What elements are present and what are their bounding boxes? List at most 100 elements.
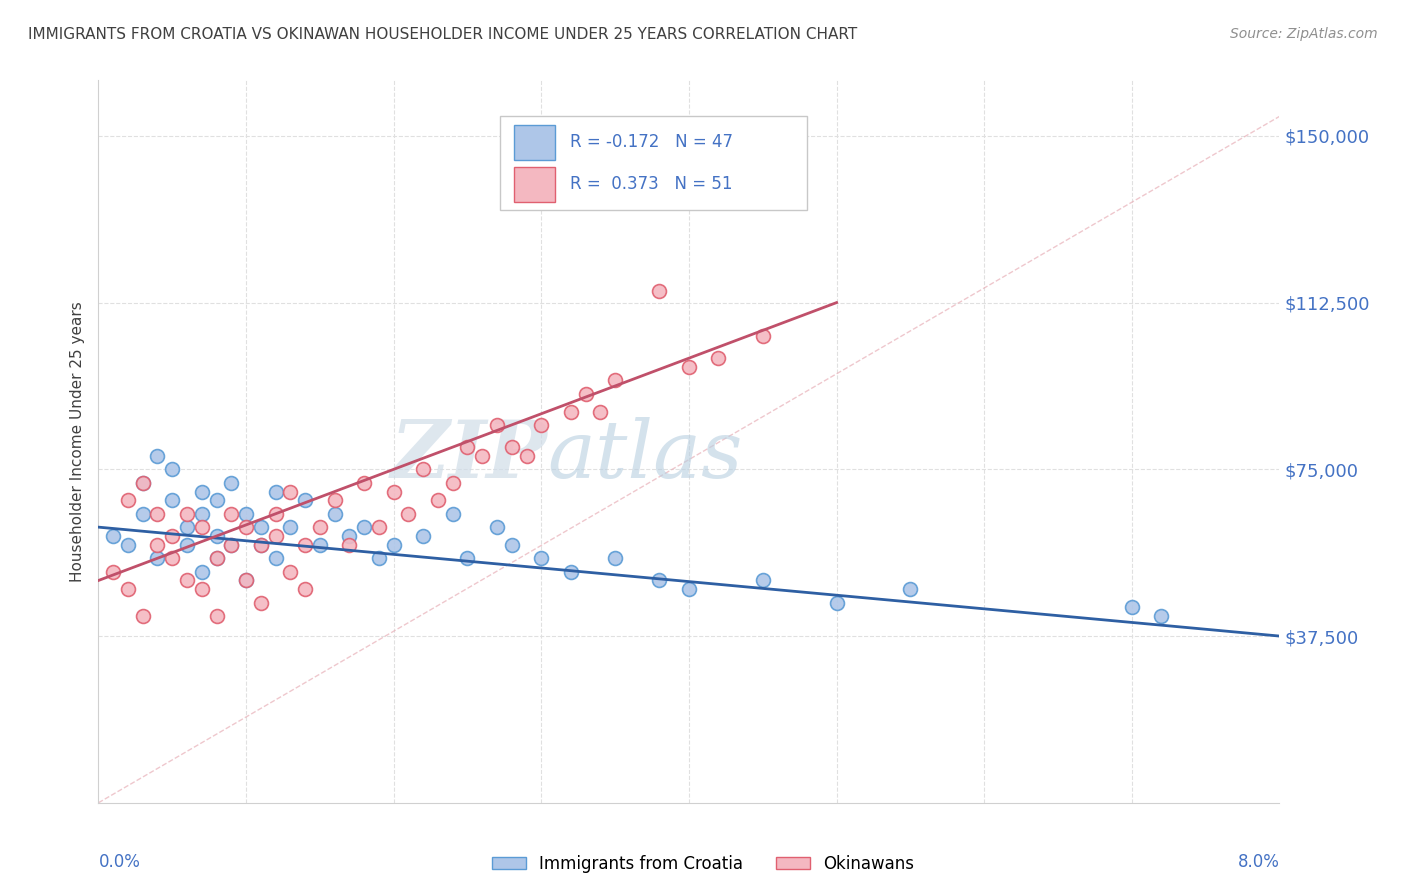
Point	[176, 538, 198, 552]
Text: atlas: atlas	[547, 417, 742, 495]
Point	[191, 484, 214, 499]
Point	[205, 493, 228, 508]
Point	[605, 551, 627, 566]
Point	[205, 529, 228, 543]
FancyBboxPatch shape	[515, 125, 555, 160]
Point	[235, 507, 257, 521]
Point	[294, 538, 316, 552]
Text: R =  0.373   N = 51: R = 0.373 N = 51	[569, 176, 733, 194]
Point	[427, 493, 450, 508]
Point	[264, 507, 287, 521]
Point	[250, 538, 273, 552]
Point	[678, 360, 700, 375]
Point	[176, 507, 198, 521]
Point	[648, 574, 671, 588]
Point	[412, 462, 434, 476]
Point	[191, 582, 214, 597]
Point	[323, 507, 346, 521]
Text: R = -0.172   N = 47: R = -0.172 N = 47	[569, 134, 733, 152]
Point	[221, 538, 243, 552]
Point	[412, 529, 434, 543]
Point	[353, 475, 375, 490]
Point	[132, 475, 155, 490]
Point	[250, 596, 273, 610]
Point	[382, 484, 405, 499]
Point	[117, 493, 139, 508]
Point	[339, 538, 361, 552]
Point	[309, 538, 332, 552]
FancyBboxPatch shape	[501, 117, 807, 211]
Point	[146, 551, 169, 566]
Point	[825, 596, 848, 610]
Point	[221, 538, 243, 552]
Point	[146, 507, 169, 521]
Legend: Immigrants from Croatia, Okinawans: Immigrants from Croatia, Okinawans	[485, 848, 921, 880]
Point	[589, 404, 612, 418]
Point	[103, 529, 125, 543]
Point	[103, 565, 125, 579]
Point	[575, 386, 598, 401]
Point	[132, 507, 155, 521]
Point	[441, 475, 464, 490]
Point	[250, 520, 273, 534]
Point	[205, 551, 228, 566]
Text: IMMIGRANTS FROM CROATIA VS OKINAWAN HOUSEHOLDER INCOME UNDER 25 YEARS CORRELATIO: IMMIGRANTS FROM CROATIA VS OKINAWAN HOUS…	[28, 27, 858, 42]
Point	[752, 574, 775, 588]
Point	[191, 565, 214, 579]
Point	[264, 484, 287, 499]
Point	[250, 538, 273, 552]
Point	[900, 582, 922, 597]
Point	[117, 538, 139, 552]
Point	[117, 582, 139, 597]
Point	[530, 417, 553, 432]
Point	[176, 574, 198, 588]
Point	[707, 351, 730, 366]
Point	[235, 520, 257, 534]
Point	[353, 520, 375, 534]
Point	[221, 475, 243, 490]
Point	[605, 373, 627, 387]
Point	[457, 440, 479, 454]
Point	[530, 551, 553, 566]
Text: ZIP: ZIP	[391, 417, 547, 495]
Point	[516, 449, 538, 463]
Point	[441, 507, 464, 521]
Point	[264, 529, 287, 543]
Point	[294, 582, 316, 597]
Text: 0.0%: 0.0%	[98, 854, 141, 871]
Point	[752, 329, 775, 343]
Point	[162, 551, 183, 566]
Point	[1121, 600, 1143, 615]
Point	[146, 449, 169, 463]
Point	[382, 538, 405, 552]
Point	[132, 475, 155, 490]
Point	[560, 565, 582, 579]
Point	[471, 449, 494, 463]
Point	[486, 417, 509, 432]
Point	[368, 551, 391, 566]
Point	[235, 574, 257, 588]
Point	[309, 520, 332, 534]
Point	[280, 520, 302, 534]
Point	[457, 551, 479, 566]
Text: Source: ZipAtlas.com: Source: ZipAtlas.com	[1230, 27, 1378, 41]
Point	[205, 551, 228, 566]
Point	[280, 565, 302, 579]
Point	[221, 507, 243, 521]
Point	[176, 520, 198, 534]
Point	[501, 440, 523, 454]
Point	[486, 520, 509, 534]
Point	[162, 462, 183, 476]
Point	[323, 493, 346, 508]
Point	[368, 520, 391, 534]
Y-axis label: Householder Income Under 25 years: Householder Income Under 25 years	[70, 301, 86, 582]
Point	[191, 507, 214, 521]
Point	[162, 529, 183, 543]
Point	[280, 484, 302, 499]
Point	[398, 507, 420, 521]
Text: 8.0%: 8.0%	[1237, 854, 1279, 871]
Point	[294, 493, 316, 508]
Point	[648, 285, 671, 299]
Point	[235, 574, 257, 588]
Point	[205, 609, 228, 624]
